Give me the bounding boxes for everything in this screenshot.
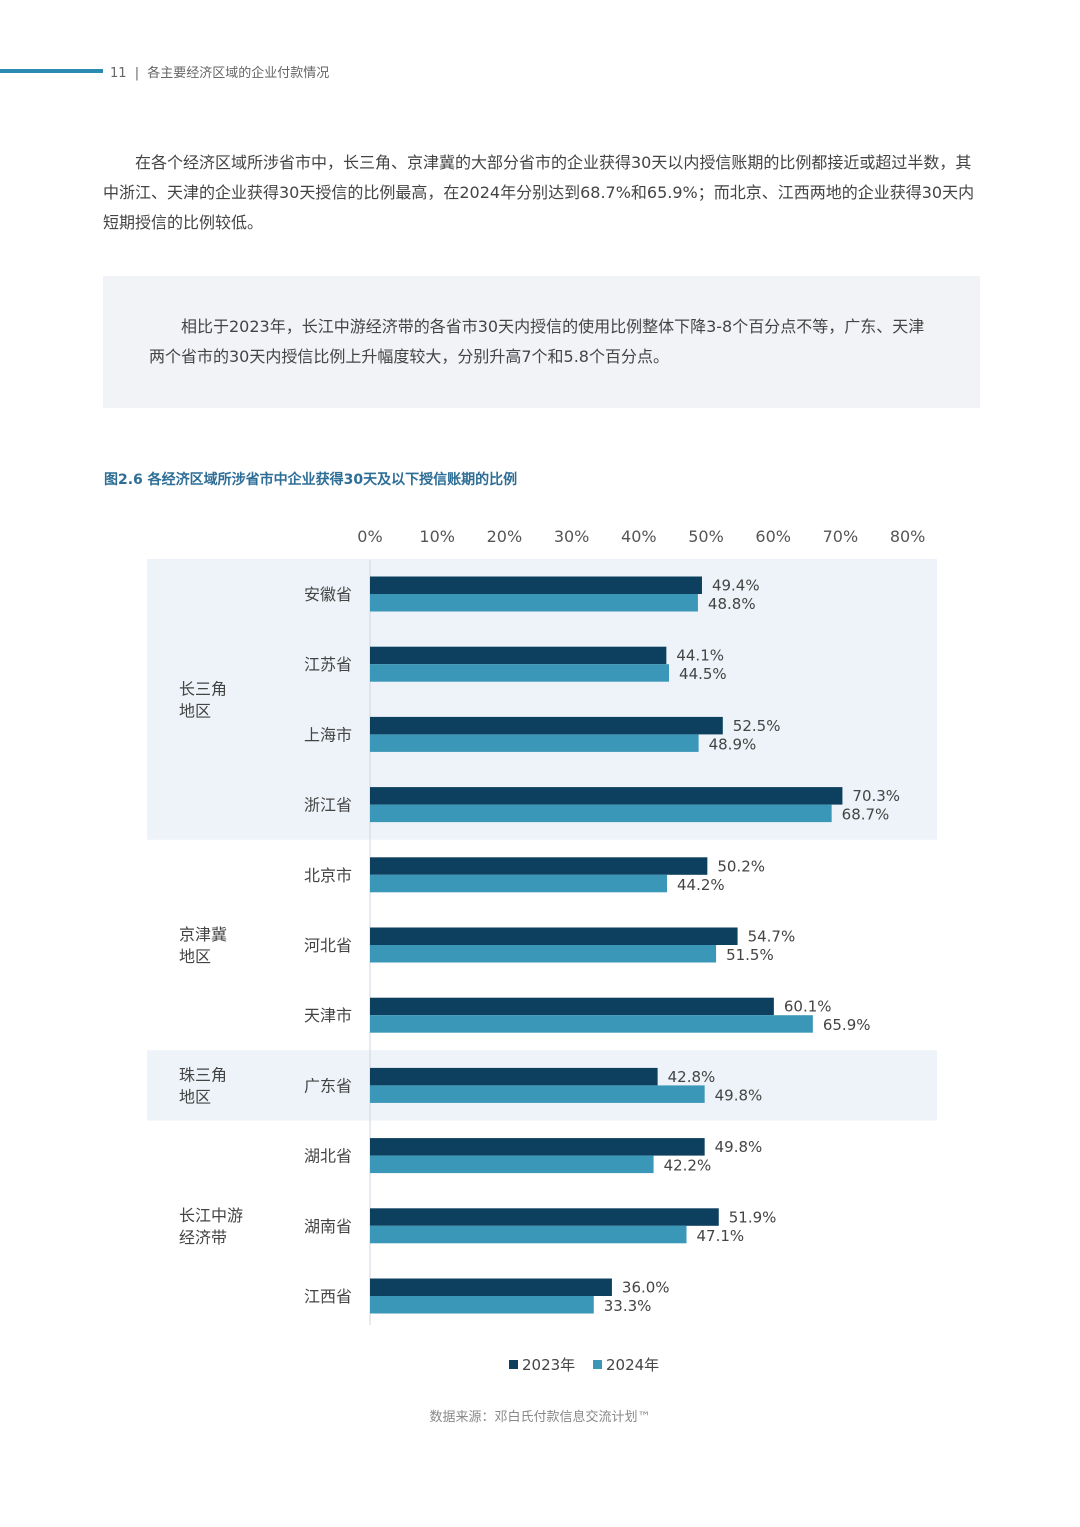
category-label: 湖北省 <box>304 1147 352 1166</box>
x-tick-label: 0% <box>357 527 382 546</box>
bar-2024 <box>370 1225 687 1244</box>
bar-2023 <box>370 927 738 945</box>
highlight-paragraph: 相比于2023年，长江中游经济带的各省市30天内授信的使用比例整体下降3-8个百… <box>149 317 925 366</box>
x-tick-label: 80% <box>890 527 926 546</box>
page-header: 11 | 各主要经济区域的企业付款情况 <box>110 62 329 81</box>
bar-2023 <box>370 1208 719 1226</box>
data-label-2024: 42.2% <box>664 1157 712 1175</box>
x-tick-label: 60% <box>755 527 791 546</box>
category-label: 天津市 <box>304 1006 352 1025</box>
category-label: 河北省 <box>304 936 352 955</box>
data-label-2024: 68.7% <box>842 806 890 824</box>
category-label: 安徽省 <box>304 585 352 604</box>
bar-2024 <box>370 1155 654 1174</box>
data-label-2024: 48.8% <box>708 595 756 613</box>
highlight-box: 相比于2023年，长江中游经济带的各省市30天内授信的使用比例整体下降3-8个百… <box>103 276 980 408</box>
intro-paragraph: 在各个经济区域所涉省市中，长三角、京津冀的大部分省市的企业获得30天以内授信账期… <box>103 153 975 232</box>
bar-2024 <box>370 945 717 963</box>
data-label-2024: 44.5% <box>679 665 727 683</box>
category-label: 湖南省 <box>304 1217 352 1236</box>
bar-2024 <box>370 804 832 823</box>
x-tick-label: 30% <box>554 527 590 546</box>
data-source: 数据来源：邓白氏付款信息交流计划™ <box>429 1410 651 1425</box>
data-label-2023: 42.8% <box>668 1068 716 1086</box>
data-label-2024: 65.9% <box>823 1016 871 1034</box>
bar-2024 <box>370 874 668 893</box>
figure-title: 图2.6 各经济区域所涉省市中企业获得30天及以下授信账期的比例 <box>104 472 518 488</box>
bar-2023 <box>370 646 667 665</box>
bar-2023 <box>370 1067 658 1086</box>
legend-swatch-2023 <box>509 1360 518 1369</box>
bar-2023 <box>370 576 702 594</box>
data-label-2024: 49.8% <box>715 1086 763 1104</box>
category-label: 上海市 <box>304 725 352 744</box>
data-label-2023: 44.1% <box>676 647 724 665</box>
group-label: 京津冀 <box>179 925 227 944</box>
data-label-2023: 60.1% <box>784 998 832 1016</box>
legend-label-2024: 2024年 <box>606 1356 659 1374</box>
data-label-2023: 49.4% <box>712 577 760 595</box>
group-label: 地区 <box>179 947 211 966</box>
category-label: 江苏省 <box>304 655 352 674</box>
bar-2023 <box>370 857 708 875</box>
category-label: 江西省 <box>304 1287 352 1306</box>
data-label-2023: 70.3% <box>852 787 900 805</box>
data-label-2023: 54.7% <box>748 928 796 946</box>
data-label-2023: 36.0% <box>622 1279 670 1297</box>
bar-2023 <box>370 787 843 805</box>
category-label: 北京市 <box>304 866 352 885</box>
x-tick-label: 10% <box>419 527 455 546</box>
legend-label-2023: 2023年 <box>522 1356 575 1374</box>
data-label-2023: 50.2% <box>717 857 765 875</box>
group-label: 地区 <box>179 1087 211 1106</box>
bar-2024 <box>370 1085 705 1103</box>
data-label-2023: 51.9% <box>729 1208 777 1226</box>
category-label: 浙江省 <box>304 796 352 815</box>
data-label-2024: 47.1% <box>697 1227 745 1245</box>
data-label-2023: 49.8% <box>715 1138 763 1156</box>
legend-swatch-2024 <box>593 1360 602 1369</box>
group-label: 地区 <box>179 701 211 720</box>
header-separator: | <box>134 66 140 81</box>
bar-2023 <box>370 1138 705 1156</box>
category-label: 广东省 <box>304 1076 352 1095</box>
bar-2024 <box>370 664 670 682</box>
group-label: 长江中游 <box>179 1206 243 1225</box>
bar-2024 <box>370 1015 813 1033</box>
x-tick-label: 20% <box>487 527 523 546</box>
x-tick-label: 50% <box>688 527 724 546</box>
bar-2024 <box>370 1296 594 1314</box>
bar-2023 <box>370 997 774 1016</box>
group-label: 经济带 <box>179 1228 227 1247</box>
bar-2024 <box>370 594 698 612</box>
section-title: 各主要经济区域的企业付款情况 <box>147 66 330 81</box>
data-label-2024: 44.2% <box>677 876 725 894</box>
header-accent-bar <box>0 69 103 73</box>
bar-2023 <box>370 1278 612 1296</box>
bar-2024 <box>370 734 699 752</box>
group-label: 珠三角 <box>179 1065 227 1084</box>
page-number: 11 <box>110 66 127 81</box>
data-label-2024: 51.5% <box>726 946 774 964</box>
x-tick-label: 40% <box>621 527 657 546</box>
data-label-2024: 48.9% <box>709 735 757 753</box>
data-label-2024: 33.3% <box>604 1297 652 1315</box>
bar-2023 <box>370 716 723 735</box>
x-tick-label: 70% <box>823 527 859 546</box>
group-label: 长三角 <box>179 679 227 698</box>
data-label-2023: 52.5% <box>733 717 781 735</box>
